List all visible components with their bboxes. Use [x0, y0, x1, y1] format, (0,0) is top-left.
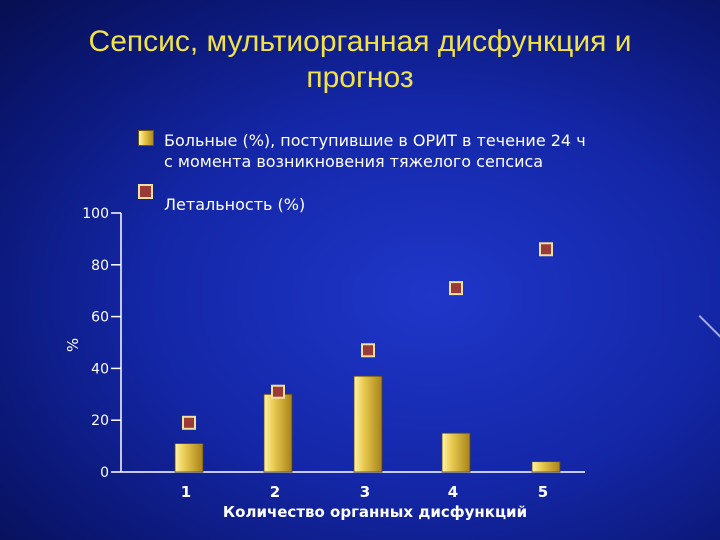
bar-2	[263, 393, 293, 473]
legend-label-patients: Больные (%), поступившие в ОРИТ в течени…	[164, 130, 586, 172]
y-tick-label-40: 40	[91, 361, 109, 377]
legend-label-patients-line2: с момента возникновения тяжелого сепсиса	[164, 152, 544, 171]
bar-1	[174, 443, 204, 473]
bar-3	[353, 375, 383, 473]
legend-swatch-patients	[138, 130, 154, 146]
x-tick-label-1: 1	[181, 483, 191, 501]
legend-label-patients-line1: Больные (%), поступившие в ОРИТ в течени…	[164, 131, 586, 150]
mortality-marker-4	[449, 281, 463, 296]
x-tick-label-5: 5	[538, 483, 548, 501]
x-axis-label: Количество органных дисфункций	[223, 503, 527, 521]
y-tick-label-0: 0	[100, 465, 109, 481]
x-tick-label-2: 2	[270, 483, 280, 501]
title-line-2: прогноз	[306, 61, 414, 94]
chart-title: Сепсис, мультиорганная дисфункция и прог…	[0, 24, 720, 96]
y-tick-label-60: 60	[91, 310, 109, 326]
bar-4	[441, 432, 471, 473]
x-tick-label-3: 3	[360, 483, 370, 501]
mortality-marker-2	[271, 384, 285, 399]
bar-5	[531, 461, 561, 473]
y-tick-label-80: 80	[91, 258, 109, 274]
y-tick-label-20: 20	[91, 413, 109, 429]
legend-label-mortality: Летальность (%)	[164, 195, 306, 214]
x-tick-label-4: 4	[448, 483, 458, 501]
mortality-marker-5	[539, 242, 553, 257]
y-tick-label-100: 100	[82, 206, 109, 222]
title-line-1: Сепсис, мультиорганная дисфункция и	[88, 25, 632, 58]
y-axis-label: %	[64, 338, 82, 352]
legend-swatch-mortality	[138, 184, 153, 199]
mortality-marker-3	[361, 343, 375, 358]
mortality-marker-1	[182, 415, 196, 430]
